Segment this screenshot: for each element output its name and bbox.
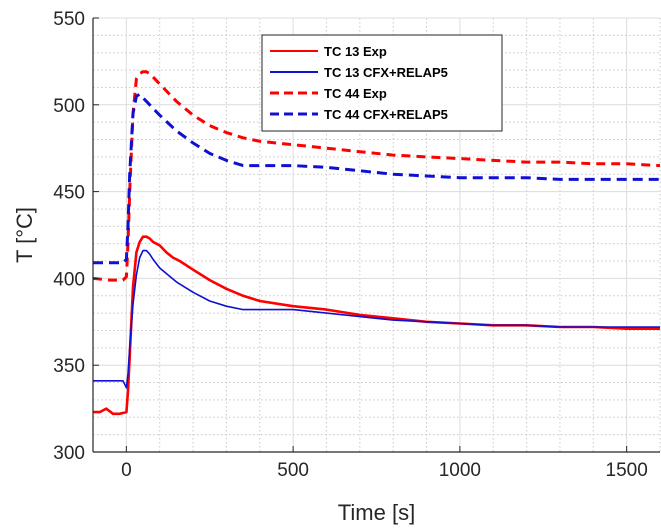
y-axis-title: T [°C]: [12, 207, 37, 263]
x-axis-ticks: 0 500 1000 1500: [121, 446, 648, 481]
y-tick-label: 550: [53, 9, 85, 30]
y-tick-label: 500: [53, 96, 85, 117]
y-tick-label: 450: [53, 183, 85, 204]
series-line-3: [93, 70, 660, 282]
legend-label: TC 44 Exp: [324, 86, 387, 101]
y-tick-label: 300: [53, 443, 85, 464]
y-axis-ticks: 300 350 400 450 500 550: [53, 9, 99, 464]
y-tick-label: 350: [53, 356, 85, 377]
x-tick-label: 1500: [606, 460, 648, 481]
x-axis-title: Time [s]: [338, 500, 415, 525]
legend-label: TC 13 CFX+RELAP5: [324, 65, 448, 80]
legend-label: TC 13 Exp: [324, 44, 387, 59]
series-line-2: [93, 249, 660, 389]
x-tick-label: 500: [277, 460, 309, 481]
series-lines: [93, 70, 660, 416]
x-tick-label: 1000: [439, 460, 481, 481]
legend-label: TC 44 CFX+RELAP5: [324, 107, 448, 122]
series-line-4: [93, 92, 660, 265]
x-tick-label: 0: [121, 460, 132, 481]
y-tick-label: 400: [53, 269, 85, 290]
legend: TC 13 Exp TC 13 CFX+RELAP5 TC 44 Exp TC 44 …: [261, 34, 503, 132]
axes: [92, 18, 660, 453]
